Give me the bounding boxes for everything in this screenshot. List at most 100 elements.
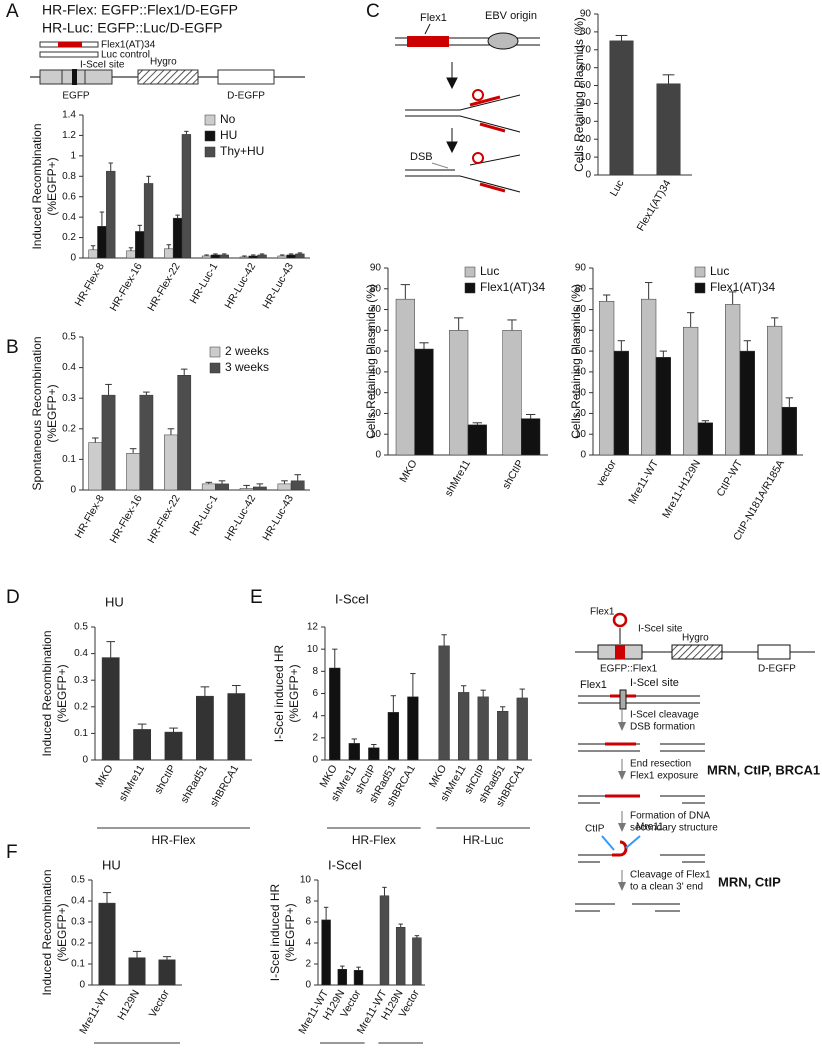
group-label: HR-Flex [352,833,396,847]
bar [321,919,331,986]
bar [379,895,390,986]
label: I-SceI site [630,677,679,689]
bar [725,304,741,456]
y-axis-label: Cells Retaining Plasmids (%) [364,284,378,439]
bar [181,134,192,259]
panel-label: B [6,337,19,358]
step: secondary structure [630,823,718,834]
x-tick-label: shRad51 [178,763,209,806]
y-tick-label: 70 [370,304,382,315]
bar [353,970,364,986]
bar [767,325,783,456]
y-tick-label: 0 [82,755,88,766]
bar [88,442,103,491]
y-tick-label: 30 [575,387,587,398]
degfp-label: D-EGFP [227,91,265,102]
x-tick-label: shCtIP [500,458,526,491]
bar [133,729,151,761]
bar [295,253,305,259]
flex1-label: Flex1 [420,12,447,24]
x-tick-label: MKO [93,763,115,790]
y-tick-label: 0 [305,980,311,991]
construct-label: HR-Flex: EGFP::Flex1/D-EGFP [42,2,238,18]
y-tick-label: 90 [575,263,587,274]
bar [521,418,541,456]
step: to a clean 3' end [630,882,703,893]
y-tick-label: 8 [305,896,311,907]
group-label: HR-Flex [115,1048,159,1050]
y-tick-label: 0.1 [71,959,85,970]
y-tick-label: 90 [370,263,382,274]
bar [414,348,434,456]
y-tick-label: 0 [312,755,318,766]
legend-label: Flex1(AT)34 [480,280,545,294]
bar [655,357,671,456]
legend-swatch [694,266,706,278]
chart-title: HU [105,594,124,609]
y-tick-label: 0.8 [62,171,76,182]
y-tick-label: 10 [300,875,312,886]
x-tick-label: HR-Luc-43 [260,493,296,543]
panel-label: E [250,587,263,608]
dsb-label: DSB [410,151,433,163]
bar [101,657,120,761]
x-tick-label: Luc [608,178,627,199]
panel-label: C [366,1,380,22]
y-tick-label: 0.3 [62,393,76,404]
insert-label: Flex1(AT)34 [101,40,156,51]
bar [368,747,380,761]
bar [290,480,305,491]
y-tick-label: 60 [580,62,592,73]
bar [502,330,522,456]
y-tick-label: 80 [580,27,592,38]
y-tick-label: 2 [312,732,318,743]
factor: MRN, CtIP [718,874,781,889]
y-tick-label: 50 [575,346,587,357]
y-tick-label: 6 [305,917,311,928]
y-tick-label: 40 [575,367,587,378]
hygro-label: Hygro [150,57,177,68]
bar [97,226,107,259]
bar [143,183,154,259]
y-tick-label: 0.4 [62,362,76,373]
bar [449,330,469,456]
y-tick-label: 0.2 [74,701,88,712]
step: I-SceI cleavage [630,710,699,721]
bar [172,217,183,259]
legend-swatch [209,346,221,358]
panel-label: F [6,842,18,863]
y-tick-label: 0.4 [74,648,88,659]
legend-swatch [204,114,216,126]
y-axis-label: (%EGFP+) [55,903,69,961]
bar [201,483,216,491]
label: CtIP [585,824,605,835]
legend-label: Flex1(AT)34 [710,280,775,294]
panel-label: D [6,587,20,608]
bar [516,697,528,761]
group-label: HR-Flex [320,1048,364,1050]
legend-swatch [464,266,476,278]
legend-label: 2 weeks [225,344,269,358]
step: DSB formation [630,722,695,733]
y-tick-label: 40 [370,367,382,378]
y-tick-label: 30 [580,116,592,127]
x-tick-label: Flex1(AT)34 [635,178,674,233]
bar [395,298,415,456]
label: I-SceI site [638,624,683,635]
bar [164,248,174,259]
legend-label: Thy+HU [220,144,264,158]
bar [164,731,183,761]
y-axis-label: (%EGFP+) [283,903,297,961]
step: End resection [630,759,691,770]
y-axis-label: Cells Retaining Plasmids (%) [569,284,583,439]
y-tick-label: 60 [575,325,587,336]
bar [164,434,178,491]
bar [407,696,419,761]
bar [497,710,509,761]
bar [101,394,116,491]
bar [139,394,154,491]
y-tick-label: 4 [305,938,311,949]
y-axis-label: (%EGFP+) [45,384,59,442]
bar [219,254,229,259]
y-tick-label: 10 [580,152,592,163]
